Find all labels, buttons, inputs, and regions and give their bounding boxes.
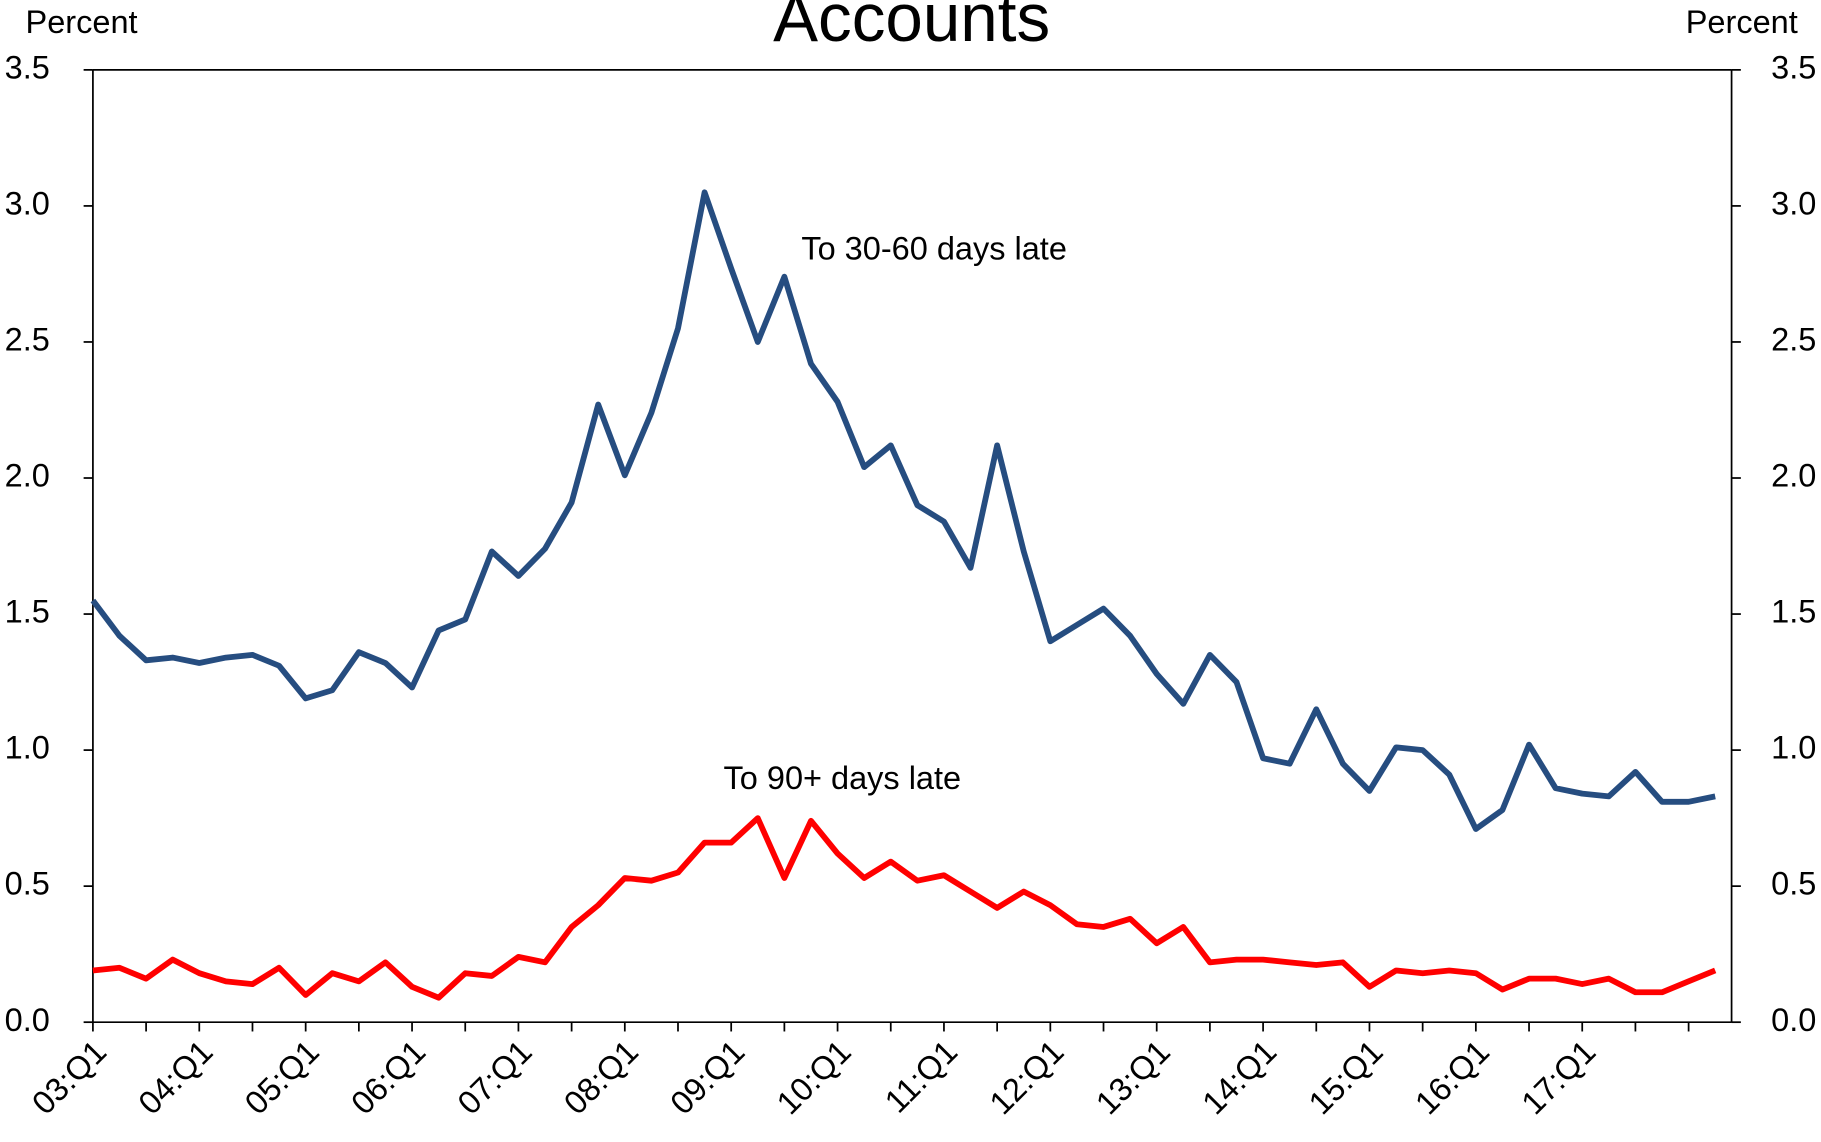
x-tick-label: 12:Q1 <box>983 1033 1071 1121</box>
y-tick-label: 0.0 <box>5 1002 50 1038</box>
x-tick-label: 15:Q1 <box>1302 1033 1390 1121</box>
y2-tick-label: 3.5 <box>1771 49 1816 85</box>
series-label: To 90+ days late <box>724 760 962 796</box>
x-tick-label: 13:Q1 <box>1089 1033 1177 1121</box>
y2-tick-label: 1.0 <box>1771 730 1816 766</box>
x-tick-label: 14:Q1 <box>1195 1033 1283 1121</box>
series-line <box>92 815 1717 1001</box>
x-tick-label: 06:Q1 <box>344 1033 432 1121</box>
x-tick-label: 09:Q1 <box>663 1033 751 1121</box>
y-tick-label: 2.5 <box>5 322 50 358</box>
y2-tick-label: 2.0 <box>1771 458 1816 494</box>
y-tick-label: 1.0 <box>5 730 50 766</box>
x-tick-label: 04:Q1 <box>132 1033 220 1121</box>
y-tick-label: 0.5 <box>5 866 50 902</box>
chart-title: Accounts <box>773 0 1050 56</box>
x-tick-label: 08:Q1 <box>557 1033 645 1121</box>
series-label: To 30-60 days late <box>801 231 1067 267</box>
y2-tick-label: 3.0 <box>1771 186 1816 222</box>
y2-tick-label: 1.5 <box>1771 594 1816 630</box>
y2-tick-label: 0.5 <box>1771 866 1816 902</box>
y-tick-label: 1.5 <box>5 594 50 630</box>
x-tick-label: 16:Q1 <box>1408 1033 1496 1121</box>
y-axis-label: Percent <box>26 4 138 40</box>
y-tick-label: 3.5 <box>5 49 50 85</box>
x-tick-label: 05:Q1 <box>238 1033 326 1121</box>
y2-tick-label: 0.0 <box>1771 1002 1816 1038</box>
x-tick-label: 10:Q1 <box>770 1033 858 1121</box>
y2-axis-label: Percent <box>1686 4 1798 40</box>
x-tick-label: 17:Q1 <box>1514 1033 1602 1121</box>
y2-tick-label: 2.5 <box>1771 322 1816 358</box>
series-line <box>90 189 1716 832</box>
y-tick-label: 2.0 <box>5 458 50 494</box>
x-tick-label: 07:Q1 <box>451 1033 539 1121</box>
x-tick-label: 03:Q1 <box>25 1033 113 1121</box>
y-tick-label: 3.0 <box>5 186 50 222</box>
x-tick-label: 11:Q1 <box>878 1033 964 1119</box>
